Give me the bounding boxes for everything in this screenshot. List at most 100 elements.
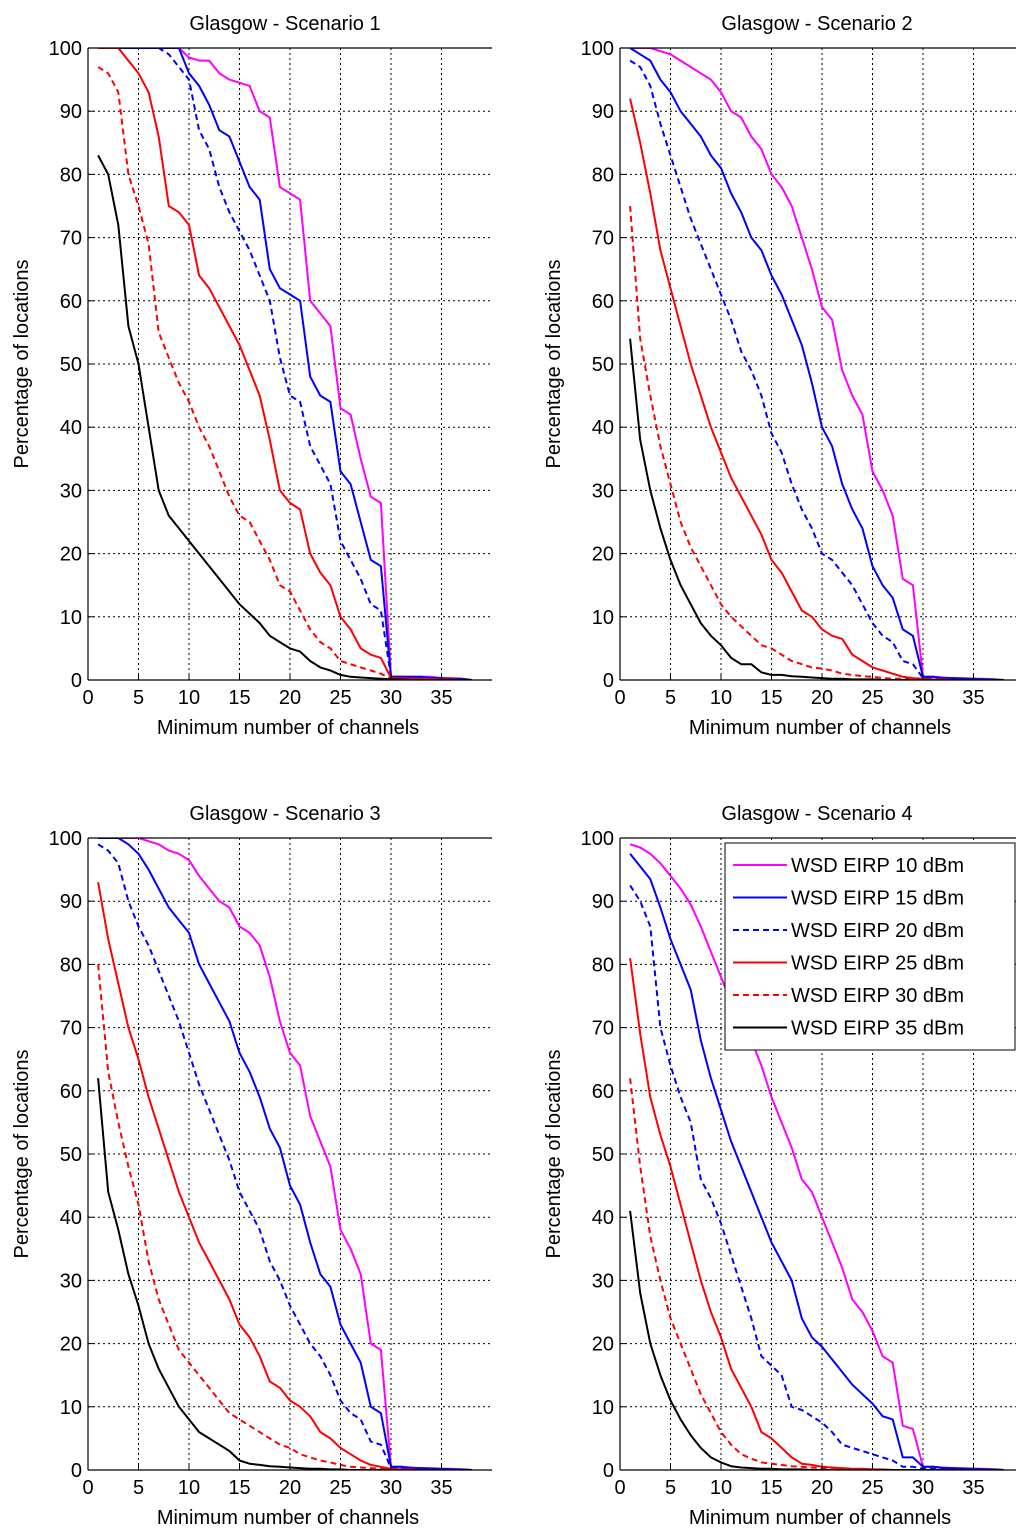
y-tick-label: 70 (60, 1018, 82, 1040)
y-tick-label: 80 (60, 954, 82, 976)
series-line-2 (98, 838, 472, 1470)
x-tick-label: 30 (380, 687, 402, 709)
x-tick-label: 10 (178, 687, 200, 709)
y-tick-label: 40 (592, 1207, 614, 1229)
y-tick-label: 0 (71, 1460, 82, 1482)
y-tick-label: 60 (60, 291, 82, 313)
y-tick-label: 30 (60, 480, 82, 502)
x-tick-label: 0 (614, 687, 625, 709)
legend: WSD EIRP 10 dBm WSD EIRP 15 dBm WSD EIRP 2… (724, 842, 1016, 1051)
y-tick-label: 60 (60, 1081, 82, 1103)
x-tick-label: 5 (665, 687, 676, 709)
y-axis-label: Percentage of locations (543, 259, 565, 468)
x-tick-label: 0 (614, 1477, 625, 1499)
x-tick-label: 25 (861, 1477, 883, 1499)
y-tick-label: 60 (592, 1081, 614, 1103)
x-tick-label: 0 (82, 1477, 93, 1499)
x-tick-label: 35 (962, 1477, 984, 1499)
x-tick-label: 25 (861, 687, 883, 709)
x-tick-label: 10 (710, 1477, 732, 1499)
x-tick-label: 10 (710, 687, 732, 709)
x-tick-label: 20 (811, 1477, 833, 1499)
x-tick-label: 5 (665, 1477, 676, 1499)
legend-label-2: WSD EIRP 15 dBm (791, 888, 964, 910)
y-tick-label: 90 (60, 891, 82, 913)
legend-label-6: WSD EIRP 35 dBm (791, 1018, 964, 1040)
y-tick-label: 90 (60, 101, 82, 123)
series-line-2 (98, 48, 472, 680)
series-line-6 (629, 338, 1004, 680)
y-tick-label: 90 (592, 891, 614, 913)
y-tick-label: 10 (592, 1397, 614, 1419)
chart-title: Glasgow - Scenario 2 (721, 13, 912, 35)
legend-label-4: WSD EIRP 25 dBm (791, 953, 964, 975)
x-tick-label: 35 (962, 687, 984, 709)
x-tick-label: 5 (133, 687, 144, 709)
x-tick-label: 15 (760, 687, 782, 709)
y-tick-label: 70 (592, 1018, 614, 1040)
y-tick-label: 50 (592, 354, 614, 376)
y-tick-label: 10 (60, 607, 82, 629)
x-axis-label: Minimum number of channels (689, 717, 951, 739)
y-tick-label: 100 (49, 38, 82, 60)
x-tick-label: 30 (912, 687, 934, 709)
series-line-6 (629, 1210, 1004, 1470)
y-tick-label: 60 (592, 291, 614, 313)
x-tick-label: 30 (380, 1477, 402, 1499)
y-tick-label: 70 (592, 228, 614, 250)
y-tick-label: 50 (60, 354, 82, 376)
x-axis-label: Minimum number of channels (689, 1507, 951, 1529)
y-tick-label: 10 (592, 607, 614, 629)
x-axis-label: Minimum number of channels (157, 717, 419, 739)
y-tick-label: 20 (592, 1334, 614, 1356)
y-tick-label: 30 (60, 1270, 82, 1292)
x-tick-label: 20 (279, 1477, 301, 1499)
chart-title: Glasgow - Scenario 3 (189, 803, 380, 825)
chart-panel-3: 0 5 10 15 20 25 30 35 0 10 20 30 40 50 60 70 80 90 100 Glas… (11, 803, 492, 1529)
x-tick-label: 15 (228, 1477, 250, 1499)
y-tick-label: 20 (60, 544, 82, 566)
y-tick-label: 0 (71, 670, 82, 692)
chart-panel-4: 0 5 10 15 20 25 30 35 0 10 20 30 40 50 60 70 80 90 100 Glas… (543, 803, 1016, 1529)
y-axis-label: Percentage of locations (543, 1049, 565, 1258)
y-tick-label: 50 (60, 1144, 82, 1166)
x-tick-label: 10 (178, 1477, 200, 1499)
y-tick-label: 20 (60, 1334, 82, 1356)
y-tick-label: 50 (592, 1144, 614, 1166)
x-tick-label: 20 (811, 687, 833, 709)
y-axis-label: Percentage of locations (11, 1049, 33, 1258)
y-tick-label: 40 (60, 417, 82, 439)
y-tick-label: 0 (603, 1460, 614, 1482)
y-tick-label: 30 (592, 480, 614, 502)
chart-panel-1: 0 5 10 15 20 25 30 35 0 10 20 30 40 50 60 70 80 90 100 Glas… (11, 13, 492, 739)
y-tick-label: 40 (592, 417, 614, 439)
legend-box (724, 842, 1016, 1051)
chart-title: Glasgow - Scenario 1 (189, 13, 380, 35)
series-line-5 (629, 205, 1004, 680)
series-line-5 (629, 1078, 1004, 1470)
y-tick-label: 30 (592, 1270, 614, 1292)
x-tick-label: 20 (279, 687, 301, 709)
y-tick-label: 80 (60, 164, 82, 186)
x-tick-label: 35 (430, 687, 452, 709)
series-line-6 (97, 1078, 472, 1470)
series-line-3 (97, 843, 472, 1470)
y-axis-label: Percentage of locations (11, 259, 33, 468)
x-tick-label: 0 (82, 687, 93, 709)
chart-panel-2: 0 5 10 15 20 25 30 35 0 10 20 30 40 50 60 70 80 90 100 Glas… (543, 13, 1016, 739)
y-tick-label: 100 (49, 828, 82, 850)
x-tick-label: 15 (760, 1477, 782, 1499)
x-axis-label: Minimum number of channels (157, 1507, 419, 1529)
x-tick-label: 35 (430, 1477, 452, 1499)
x-tick-label: 5 (133, 1477, 144, 1499)
y-tick-label: 90 (592, 101, 614, 123)
y-tick-label: 0 (603, 670, 614, 692)
legend-label-1: WSD EIRP 10 dBm (791, 855, 964, 877)
y-tick-label: 10 (60, 1397, 82, 1419)
y-tick-label: 80 (592, 954, 614, 976)
y-tick-label: 100 (581, 828, 614, 850)
x-tick-label: 30 (912, 1477, 934, 1499)
series-line-4 (629, 957, 1004, 1470)
x-tick-label: 15 (228, 687, 250, 709)
